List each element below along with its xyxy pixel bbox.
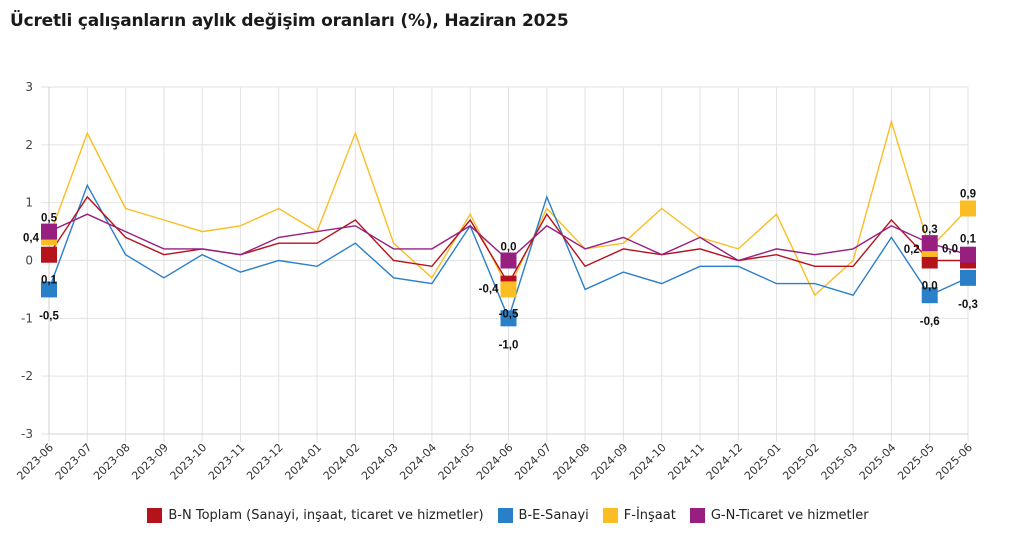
chart-title: Ücretli çalışanların aylık değişim oranl…	[10, 11, 569, 31]
x-tick-label: 2025-01	[742, 441, 784, 483]
x-tick-label: 2023-09	[129, 441, 171, 483]
y-tick-label: -1	[21, 311, 33, 325]
data-label: -1,0	[499, 339, 519, 351]
data-labels: 0,1-0,50,40,5-0,4-1,0-0,50,00,0-0,60,20,…	[23, 188, 978, 351]
legend: B-N Toplam (Sanayi, inşaat, ticaret ve h…	[0, 508, 1016, 523]
legend-label: B-E-Sanayi	[518, 508, 589, 523]
marker-1	[921, 287, 938, 304]
x-tick-label: 2023-08	[91, 441, 133, 483]
marker-1	[960, 269, 976, 286]
legend-label: F-İnşaat	[623, 508, 676, 523]
x-tick-label: 2025-03	[819, 441, 861, 483]
legend-label: B-N Toplam (Sanayi, inşaat, ticaret ve h…	[168, 508, 484, 523]
x-tick-label: 2024-11	[665, 441, 707, 483]
marker-0	[41, 246, 57, 263]
marker-3	[500, 252, 517, 269]
data-label: -0,5	[39, 310, 59, 322]
y-tick-label: 2	[25, 138, 33, 152]
x-tick-label: 2023-07	[53, 441, 95, 483]
x-tick-label: 2023-10	[168, 441, 210, 483]
y-tick-label: -2	[21, 369, 33, 383]
data-label: 0,0	[922, 281, 938, 293]
x-tick-label: 2023-06	[14, 441, 56, 483]
x-tick-label: 2024-01	[282, 441, 324, 483]
x-tick-label: 2023-11	[206, 441, 248, 483]
marker-2	[500, 281, 517, 298]
y-tick-label: -3	[21, 427, 33, 441]
legend-item-bn-toplam[interactable]: B-N Toplam (Sanayi, inşaat, ticaret ve h…	[147, 508, 484, 523]
data-label: 0,5	[41, 213, 58, 225]
data-label: 0,3	[922, 224, 938, 236]
data-label: 0,9	[960, 188, 976, 200]
marker-2	[960, 200, 976, 217]
marker-3	[41, 223, 57, 240]
x-axis: 2023-062023-072023-082023-092023-102023-…	[14, 433, 975, 483]
x-tick-label: 2024-10	[627, 441, 669, 483]
x-tick-label: 2024-06	[474, 441, 516, 483]
legend-swatch	[689, 508, 705, 523]
x-tick-label: 2024-08	[551, 441, 593, 483]
legend-swatch	[497, 508, 513, 523]
legend-swatch	[147, 508, 163, 523]
x-tick-label: 2025-06	[933, 441, 975, 483]
marker-1	[500, 310, 517, 327]
data-label: 0,0	[942, 244, 958, 256]
legend-swatch	[602, 508, 618, 523]
legend-label: G-N-Ticaret ve hizmetler	[710, 508, 869, 523]
x-tick-label: 2023-12	[244, 441, 286, 483]
y-tick-label: 3	[25, 80, 33, 94]
marker-1	[41, 281, 57, 298]
x-tick-label: 2024-05	[436, 441, 478, 483]
x-tick-label: 2024-04	[397, 441, 439, 483]
y-tick-label: 0	[25, 254, 33, 268]
x-tick-label: 2024-03	[359, 441, 401, 483]
x-tick-label: 2025-02	[780, 441, 822, 483]
point-markers	[41, 200, 976, 327]
data-label: 0,0	[501, 242, 517, 254]
x-tick-label: 2024-09	[589, 441, 631, 483]
x-tick-label: 2024-07	[512, 441, 554, 483]
x-tick-label: 2025-04	[857, 441, 899, 483]
x-tick-label: 2025-05	[895, 441, 937, 483]
data-label: -0,4	[479, 284, 499, 296]
legend-item-f-insaat[interactable]: F-İnşaat	[602, 508, 676, 523]
marker-3	[960, 246, 976, 263]
data-label: 0,1	[960, 234, 977, 246]
marker-3	[921, 235, 938, 252]
data-label: 0,1	[41, 275, 58, 287]
y-tick-label: 1	[25, 196, 33, 210]
data-label: -0,6	[920, 316, 940, 328]
data-label: 0,2	[904, 244, 920, 256]
x-tick-label: 2024-02	[321, 441, 363, 483]
data-label: -0,5	[499, 308, 519, 320]
data-label: 0,4	[23, 232, 40, 244]
legend-item-be-sanayi[interactable]: B-E-Sanayi	[497, 508, 589, 523]
x-tick-label: 2024-12	[704, 441, 746, 483]
data-label: -0,3	[958, 299, 978, 311]
legend-item-gn-ticaret[interactable]: G-N-Ticaret ve hizmetler	[689, 508, 869, 523]
